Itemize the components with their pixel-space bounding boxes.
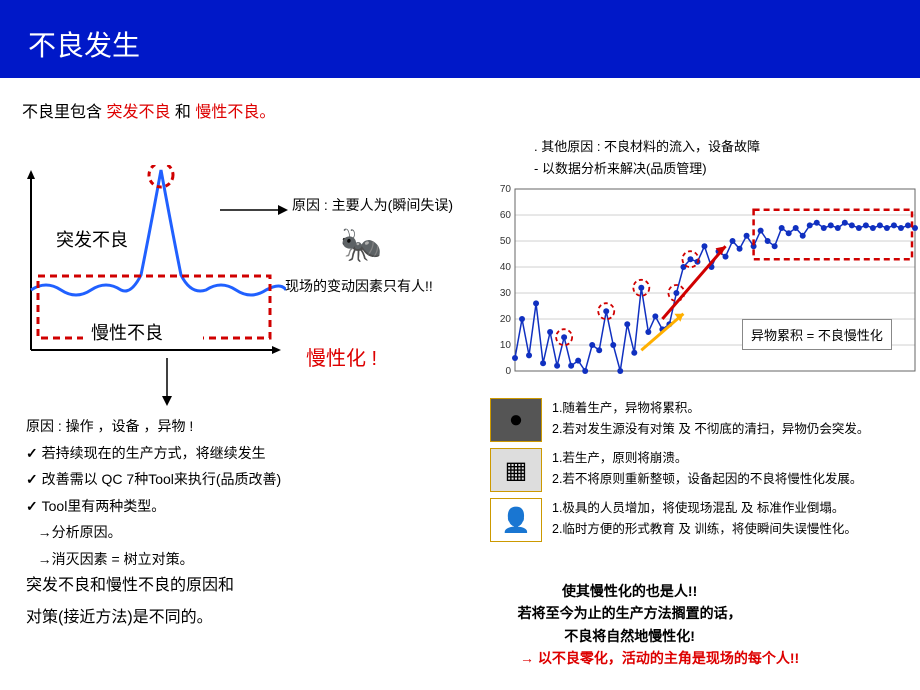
- explanation-row: 👤1.极具的人员增加，将使现场混乱 及 标准作业倒塌。2.临时方便的形式教育 及…: [490, 498, 869, 542]
- chronic-defect-label: 慢性不良: [83, 315, 203, 349]
- right-data-chart: 0 10 20 30 40 50 60 70: [490, 184, 920, 389]
- svg-text:70: 70: [500, 184, 512, 195]
- chronic-title: 慢性化 !: [306, 342, 377, 371]
- page-title: 不良发生: [28, 24, 920, 64]
- numbered-explanations: ●1.随着生产，异物将累积。2.若对发生源没有对策 及 不彻底的清扫，异物仍会突…: [490, 398, 869, 548]
- svg-text:20: 20: [500, 314, 512, 325]
- svg-text:40: 40: [500, 262, 512, 273]
- arrow-right-icon: [220, 200, 290, 220]
- thumb-icon: ●: [490, 398, 542, 442]
- onsite-variation-text: 现场的变动因素只有人!!: [285, 276, 433, 296]
- summary-text: 突发不良和慢性不良的原因和 对策(接近方法)是不同的。: [26, 570, 234, 634]
- conclusion-block: 使其慢性化的也是人!! 若将至今为止的生产方法搁置的话， 不良将自然地慢性化! …: [460, 580, 799, 670]
- cause-operation-block: 原因 : 操作 ，设备 ，异物 ! 若持续现在的生产方式，将继续发生 改善需以 …: [26, 413, 281, 573]
- explanation-row: ●1.随着生产，异物将累积。2.若对发生源没有对策 及 不彻底的清扫，异物仍会突…: [490, 398, 869, 442]
- title-bar: 不良发生: [0, 0, 920, 78]
- stick-figure-icon: 🐜: [340, 225, 382, 265]
- arrow-down-icon: [157, 358, 177, 408]
- cause-human-text: 原因 : 主要人为(瞬间失误): [292, 195, 453, 215]
- thumb-icon: 👤: [490, 498, 542, 542]
- thumb-icon: ▦: [490, 448, 542, 492]
- accumulation-callout: 异物累积 = 不良慢性化: [742, 319, 892, 350]
- cause2-title: 原因 : 操作 ，设备 ，异物 !: [26, 413, 281, 440]
- svg-text:60: 60: [500, 210, 512, 221]
- explanation-text: 1.极具的人员增加，将使现场混乱 及 标准作业倒塌。2.临时方便的形式教育 及 …: [552, 498, 857, 542]
- sudden-defect-label: 突发不良: [56, 226, 128, 252]
- svg-text:0: 0: [505, 366, 511, 377]
- svg-text:30: 30: [500, 288, 512, 299]
- svg-text:50: 50: [500, 236, 512, 247]
- other-cause-text: . 其他原因 : 不良材料的流入，设备故障 - 以数据分析来解决(品质管理): [534, 136, 760, 180]
- explanation-text: 1.若生产，原则将崩溃。2.若不将原则重新整顿，设备起因的不良将慢性化发展。: [552, 448, 862, 492]
- explanation-text: 1.随着生产，异物将累积。2.若对发生源没有对策 及 不彻底的清扫，异物仍会突发…: [552, 398, 869, 442]
- svg-text:10: 10: [500, 340, 512, 351]
- explanation-row: ▦1.若生产，原则将崩溃。2.若不将原则重新整顿，设备起因的不良将慢性化发展。: [490, 448, 869, 492]
- intro-text: 不良里包含 突发不良 和 慢性不良。: [0, 78, 920, 122]
- cause2-list: 若持续现在的生产方式，将继续发生 改善需以 QC 7种Tool来执行(品质改善)…: [26, 440, 281, 573]
